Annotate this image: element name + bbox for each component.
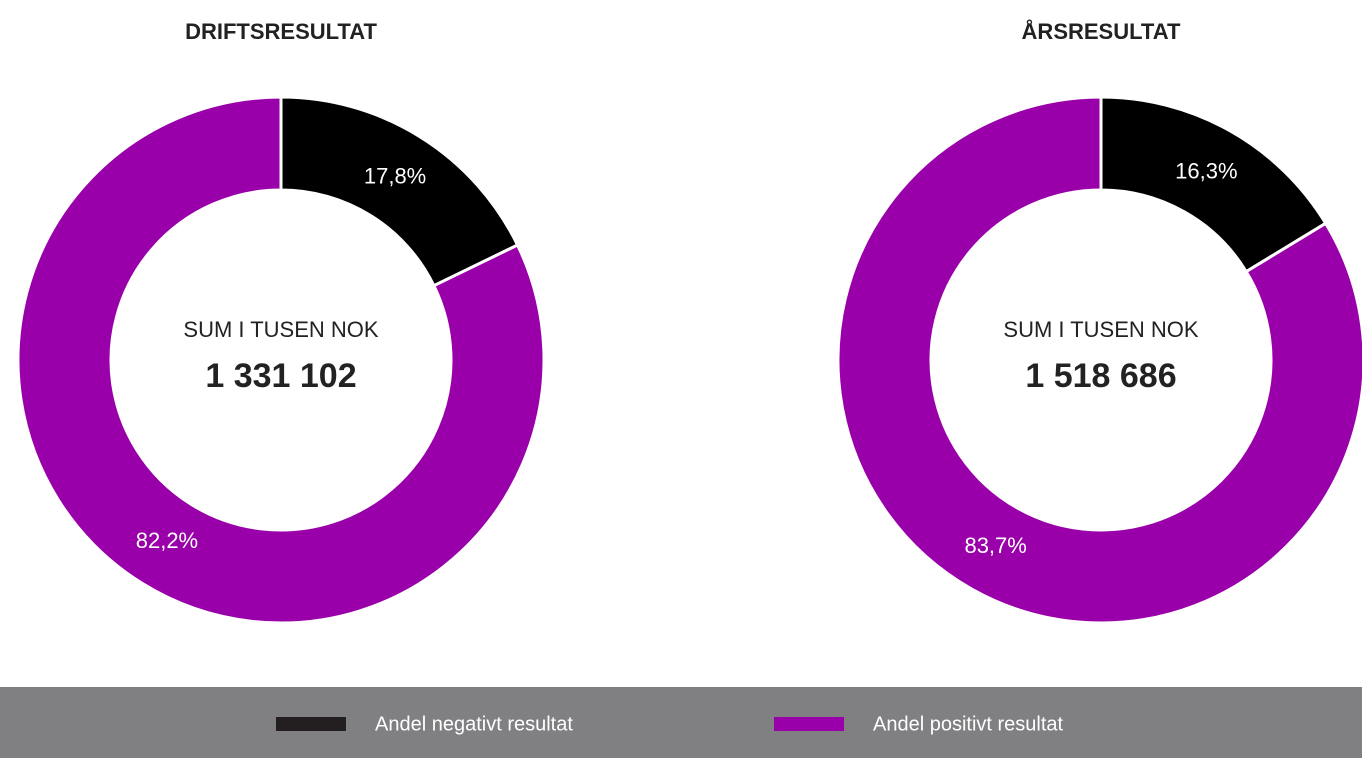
legend-swatch: [774, 717, 844, 731]
slice-label: 17,8%: [364, 164, 426, 189]
donut-slice: [279, 95, 520, 288]
slice-label: 16,3%: [1175, 158, 1237, 183]
legend-label: Andel positivt resultat: [873, 713, 1064, 735]
legend-bar: [0, 687, 1362, 758]
chart-title: ÅRSRESULTAT: [1022, 18, 1181, 44]
chart-title: DRIFTSRESULTAT: [185, 19, 377, 44]
center-label: SUM I TUSEN NOK: [1003, 317, 1199, 342]
legend-swatch: [276, 717, 346, 731]
center-label: SUM I TUSEN NOK: [183, 317, 379, 342]
donut-slice: [836, 95, 1362, 625]
center-value: 1 518 686: [1025, 357, 1176, 395]
donut-slice: [16, 95, 546, 625]
center-value: 1 331 102: [205, 357, 356, 395]
slice-label: 82,2%: [136, 528, 198, 553]
legend-label: Andel negativt resultat: [375, 713, 573, 735]
slice-label: 83,7%: [964, 533, 1026, 558]
